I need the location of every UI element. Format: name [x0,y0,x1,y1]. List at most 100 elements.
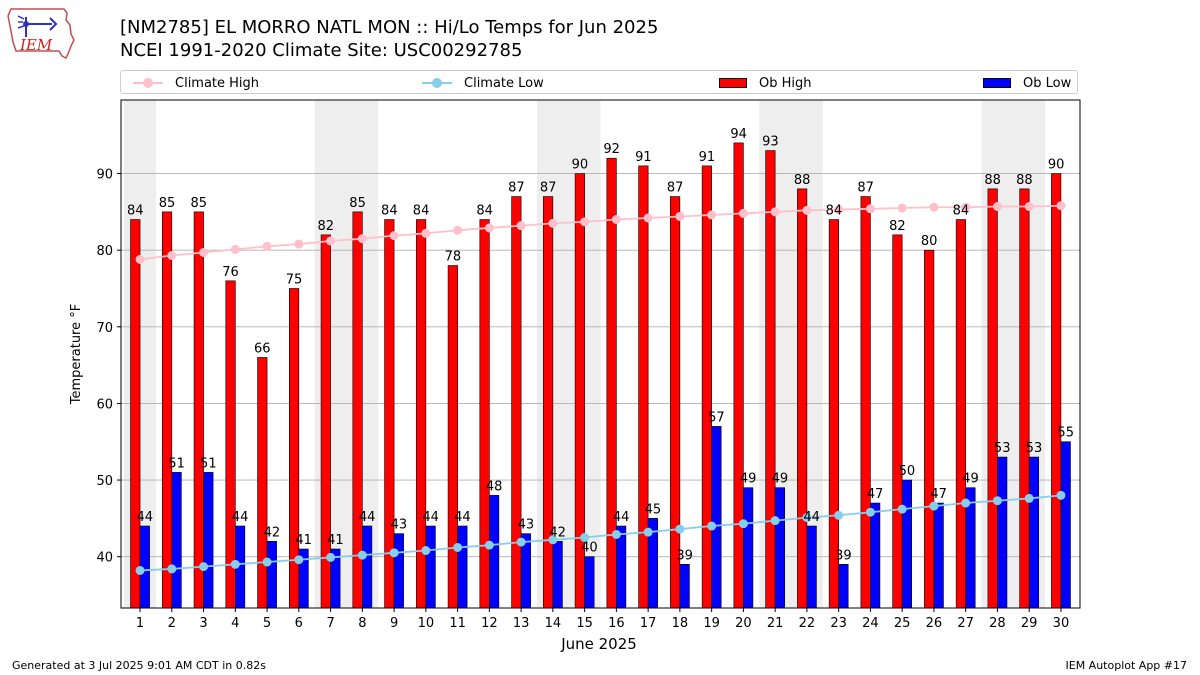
climate-high-point-25 [897,203,907,213]
climate-low-point-11 [453,542,463,552]
xtick-label-9: 9 [390,616,398,631]
ytick-label-70: 70 [96,321,113,336]
ob-low-bar-12 [489,495,500,609]
xtick-label-12: 12 [481,616,498,631]
climate-low-point-3 [199,562,209,572]
ob-high-label-7: 82 [318,219,335,234]
ob-low-bar-8 [362,525,373,609]
xtick-label-16: 16 [608,616,625,631]
x-axis-title: June 2025 [560,635,637,653]
climate-low-point-23 [834,510,844,520]
climate-low-line [140,494,1062,572]
climate-low-point-8 [357,550,367,560]
ob-low-label-6: 41 [295,533,312,548]
climate-high-point-28 [992,202,1002,212]
climate-high-line [139,204,1061,261]
xtick-label-23: 23 [830,616,847,631]
ob-high-label-27: 84 [953,204,970,219]
legend-item-climate-low: Climate Low [422,74,544,92]
ob-high-bar-29 [1019,188,1030,609]
ob-high-label-29: 88 [1016,173,1033,188]
ob-low-bar-11 [457,525,468,609]
xtick-label-8: 8 [358,616,366,631]
ob-low-label-15: 40 [581,541,598,556]
climate-high-point-4 [230,244,240,254]
ob-high-label-12: 84 [476,204,493,219]
ob-high-bar-14 [543,196,554,609]
ob-high-label-2: 85 [159,196,176,211]
ob-high-bar-1 [130,219,141,609]
xtick-label-26: 26 [926,616,943,631]
climate-low-point-15 [580,533,590,543]
ob-high-label-19: 91 [699,150,716,165]
climate-high-point-13 [516,221,526,231]
ob-low-bar-25 [901,479,912,609]
ob-low-bar-5 [266,541,277,609]
ob-low-label-4: 44 [232,510,249,525]
ob-high-label-21: 93 [762,135,779,150]
climate-low-point-19 [707,521,717,531]
ob-low-label-20: 49 [740,472,757,487]
ob-high-bar-24 [860,196,871,609]
ob-high-bar-22 [797,188,808,609]
xtick-label-1: 1 [136,616,144,631]
climate-low-point-26 [929,501,939,511]
climate-low-point-27 [961,498,971,508]
climate-high-point-20 [738,208,748,218]
climate-high-point-29 [1024,202,1034,212]
xtick-label-18: 18 [672,616,689,631]
chart-legend: Climate High Climate Low Ob High Ob Low [120,70,1078,94]
climate-high-point-21 [770,207,780,217]
ob-low-label-13: 43 [518,518,535,533]
climate-high-point-14 [548,218,558,228]
legend-label-ob-high: Ob High [759,75,812,91]
climate-high-point-1 [135,254,145,264]
ob-high-bar-30 [1051,173,1062,609]
ob-low-bar-15 [584,556,595,609]
ob-high-label-5: 66 [254,341,271,356]
ob-low-bar-23 [838,564,849,609]
xtick-label-2: 2 [168,616,176,631]
climate-high-point-10 [421,228,431,238]
climate-low-swatch [422,78,452,88]
ob-high-swatch [719,78,747,88]
chart-title: [NM2785] EL MORRO NATL MON :: Hi/Lo Temp… [120,17,659,38]
climate-high-point-24 [865,204,875,214]
legend-item-ob-low: Ob Low [983,74,1071,92]
climate-high-point-11 [453,225,463,235]
ob-high-bar-28 [987,188,998,609]
ob-high-bar-17 [638,165,649,609]
climate-low-point-12 [484,540,494,550]
ob-low-bar-24 [870,502,881,609]
ob-low-label-18: 39 [676,548,693,563]
ob-low-label-8: 44 [359,510,376,525]
climate-low-point-13 [516,537,526,547]
ob-high-label-23: 84 [826,204,843,219]
ob-high-label-10: 84 [413,204,430,219]
ob-low-label-5: 42 [264,525,281,540]
svg-text:IEM: IEM [19,36,53,54]
ob-high-label-11: 78 [445,250,462,265]
generated-timestamp: Generated at 3 Jul 2025 9:01 AM CDT in 0… [12,659,266,672]
legend-label-climate-high: Climate High [175,75,260,91]
xtick-label-15: 15 [576,616,593,631]
ob-low-bar-26 [933,502,944,609]
ob-low-bar-30 [1060,441,1071,609]
ob-low-bar-20 [743,487,754,609]
xtick-label-17: 17 [640,616,657,631]
ob-high-bar-5 [257,357,268,609]
xtick-label-6: 6 [295,616,303,631]
climate-low-point-20 [738,519,748,529]
xtick-label-28: 28 [989,616,1006,631]
ob-high-bar-12 [479,219,490,609]
climate-high-point-9 [389,231,399,241]
ob-low-label-27: 49 [962,472,979,487]
ytick-label-60: 60 [96,397,113,412]
xtick-label-22: 22 [799,616,816,631]
climate-low-point-6 [294,555,304,565]
ob-high-label-13: 87 [508,181,525,196]
xtick-label-24: 24 [862,616,879,631]
xtick-label-7: 7 [326,616,334,631]
ob-low-label-1: 44 [137,510,154,525]
ob-high-label-9: 84 [381,204,398,219]
